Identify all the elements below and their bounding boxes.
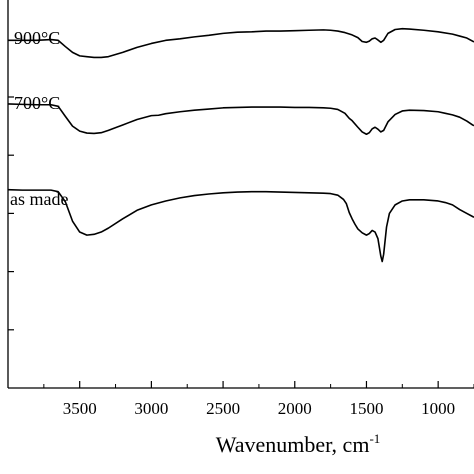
x-tick-label-2000: 2000: [278, 399, 312, 418]
x-tick-label-2500: 2500: [206, 399, 240, 418]
series-label-1: 700°C: [14, 93, 60, 113]
x-tick-label-1000: 1000: [421, 399, 455, 418]
series-line-2: [7, 188, 474, 263]
series-lines: [7, 27, 474, 263]
series-labels: 900°C 700°C as made: [10, 28, 68, 209]
series-label-2: as made: [10, 189, 68, 209]
series-label-0: 900°C: [14, 28, 60, 48]
series-line-0: [8, 27, 474, 59]
x-axis-title: Wavenumber, cm-1: [216, 431, 381, 457]
x-tick-label-3000: 3000: [134, 399, 168, 418]
x-tick-label-1500: 1500: [349, 399, 383, 418]
x-axis-title-superscript: -1: [369, 431, 380, 446]
series-line-1: [7, 103, 474, 136]
x-tick-label-3500: 3500: [63, 399, 97, 418]
axes: 3500 3000 2500 2000 1500 1000: [7, 0, 474, 418]
x-axis-title-text: Wavenumber, cm: [216, 432, 370, 457]
